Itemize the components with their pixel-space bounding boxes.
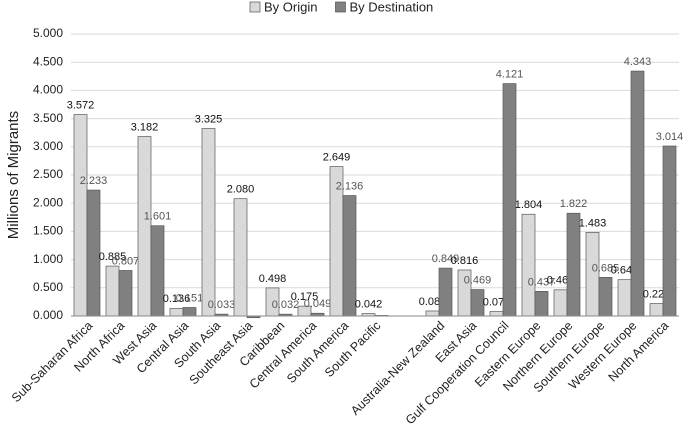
y-tick-label: 4.500: [33, 54, 63, 68]
value-label: 2.136: [336, 180, 364, 192]
y-tick-label: 5.000: [33, 26, 63, 40]
value-label: 4.343: [624, 56, 652, 68]
value-label: 3.325: [195, 113, 223, 125]
bar: [105, 265, 120, 317]
bar: [118, 270, 133, 317]
value-label: 0.685: [592, 262, 620, 274]
legend-swatch: [335, 1, 346, 13]
value-label: 0.437: [528, 276, 556, 288]
value-label: 0.042: [355, 299, 383, 311]
bar: [630, 70, 645, 317]
value-label: 2.233: [80, 175, 108, 187]
value-label: 0.885: [99, 251, 127, 263]
y-tick-label: 2.000: [33, 195, 63, 209]
legend-swatch: [249, 1, 261, 13]
bar: [521, 213, 536, 317]
value-label: 0.498: [259, 273, 287, 285]
value-label: 0.469: [464, 274, 492, 286]
bar: [489, 311, 504, 317]
value-label: 3.014: [656, 131, 684, 143]
y-tick-label: 1.000: [33, 252, 63, 266]
value-label: 0.136: [163, 293, 191, 305]
legend-label: By Destination: [349, 0, 433, 14]
y-tick-label: 2.500: [33, 167, 63, 181]
bar: [617, 279, 632, 317]
bar: [438, 267, 453, 317]
value-label: 1.483: [579, 217, 607, 229]
y-tick-label: 0.500: [33, 280, 63, 294]
bar: [553, 289, 568, 317]
value-label: 0.033: [208, 299, 236, 311]
value-label: 0.049: [304, 298, 332, 310]
bar: [598, 277, 613, 317]
y-tick-label: 4.000: [33, 83, 63, 97]
value-label: 1.601: [144, 211, 172, 223]
value-label: 1.822: [560, 198, 588, 210]
bar: [137, 136, 152, 317]
bar: [73, 114, 88, 317]
bar: [425, 310, 440, 317]
value-label: 2.080: [227, 184, 255, 196]
value-label: 0.849: [432, 253, 460, 265]
value-label: 1.804: [515, 199, 543, 211]
bar: [534, 291, 549, 317]
bar: [201, 128, 216, 317]
value-label: 3.572: [67, 99, 95, 111]
y-axis-title: Millions of Migrants: [5, 111, 22, 239]
y-tick-label: 1.500: [33, 224, 63, 238]
value-label: 0.151: [176, 292, 204, 304]
value-label: 3.182: [131, 121, 159, 133]
value-label: 0.175: [291, 291, 319, 303]
value-label: 0.816: [451, 255, 479, 267]
bar: [169, 307, 184, 317]
bar: [182, 307, 197, 317]
value-label: 4.121: [496, 68, 524, 80]
y-tick-label: 3.000: [33, 139, 63, 153]
y-tick-label: 3.500: [33, 111, 63, 125]
bar: [233, 198, 248, 317]
bar: [662, 145, 677, 317]
value-label: 2.649: [323, 152, 351, 164]
legend-label: By Origin: [264, 0, 317, 14]
value-label: 0.807: [112, 255, 140, 267]
bar: [649, 303, 664, 317]
y-tick-label: 0.000: [33, 308, 63, 322]
value-label: 0.032: [272, 299, 300, 311]
